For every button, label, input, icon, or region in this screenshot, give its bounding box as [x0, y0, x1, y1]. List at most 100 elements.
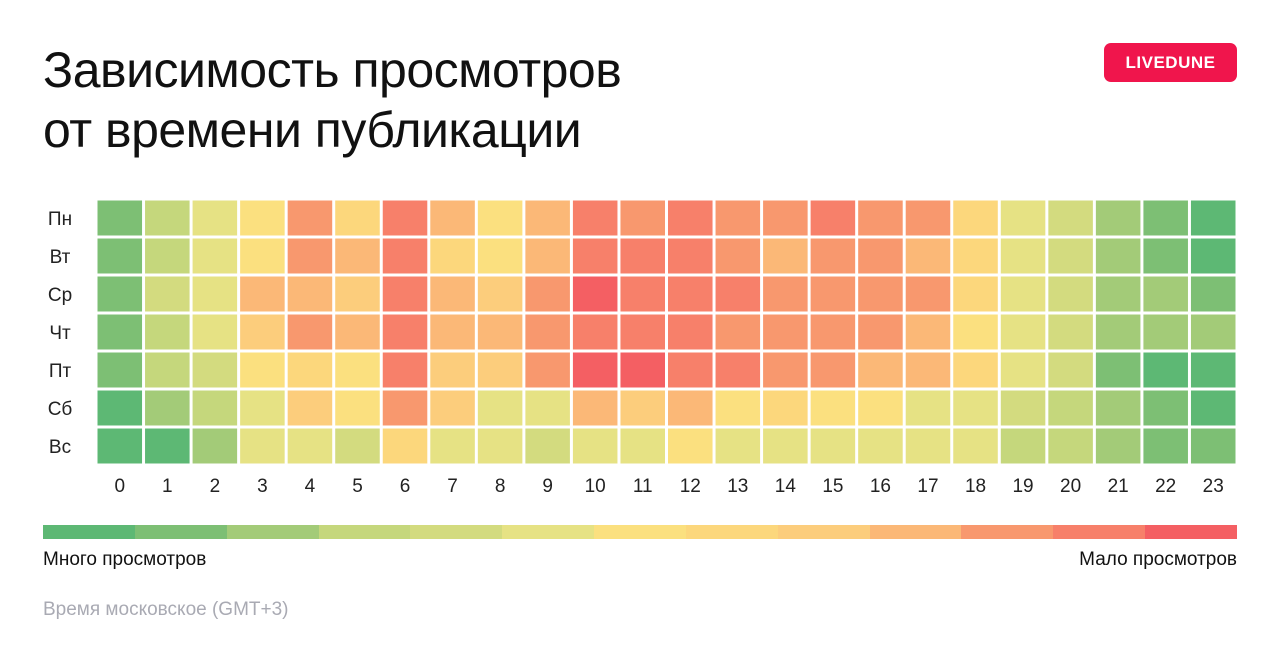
heatmap-cell — [382, 276, 428, 312]
heatmap-cell — [335, 238, 380, 274]
heatmap-cell — [430, 314, 475, 350]
legend-swatch — [594, 525, 686, 539]
heatmap-cell — [858, 238, 903, 274]
heatmap-cell — [287, 276, 333, 312]
hour-label: 18 — [965, 476, 986, 497]
hour-label: 20 — [1060, 476, 1081, 497]
heatmap-cell — [620, 238, 665, 274]
hour-label: 2 — [210, 476, 221, 497]
heatmap-cell — [858, 276, 903, 312]
heatmap-cell — [287, 390, 333, 426]
heatmap-cell — [525, 314, 570, 350]
hour-label: 11 — [633, 476, 653, 497]
heatmap-cell — [810, 200, 856, 236]
page-title: Зависимость просмотров от времени публика… — [43, 40, 622, 160]
heatmap-cell — [572, 276, 618, 312]
heatmap-cell — [145, 238, 190, 274]
heatmap-cell — [382, 428, 428, 464]
heatmap-cell — [1143, 200, 1188, 236]
heatmap-cell — [192, 276, 238, 312]
row-label: Вс — [49, 437, 71, 458]
heatmap-cell — [335, 352, 380, 388]
heatmap-cell — [1190, 314, 1236, 350]
heatmap-cell — [430, 428, 475, 464]
heatmap-cell — [1143, 352, 1188, 388]
heatmap-cell — [525, 238, 570, 274]
heatmap-cell — [1048, 390, 1093, 426]
heatmap-cell — [97, 390, 143, 426]
heatmap-cell — [477, 352, 523, 388]
heatmap-cell — [572, 352, 618, 388]
heatmap-cell — [240, 276, 285, 312]
heatmap-cell — [572, 390, 618, 426]
heatmap-cell — [1190, 200, 1236, 236]
heatmap-cell — [382, 314, 428, 350]
heatmap-cell — [953, 390, 998, 426]
heatmap-cell — [192, 428, 238, 464]
legend-swatch — [777, 525, 870, 539]
heatmap-cell — [240, 428, 285, 464]
heatmap-cell — [1143, 390, 1188, 426]
heatmap-cell — [1095, 238, 1141, 274]
hour-label: 22 — [1155, 476, 1176, 497]
heatmap-cell — [430, 276, 475, 312]
heatmap-cell — [1143, 428, 1188, 464]
heatmap-cell — [97, 238, 143, 274]
color-scale-legend — [43, 525, 1237, 539]
heatmap-cell — [1143, 276, 1188, 312]
hour-label: 15 — [822, 476, 843, 497]
heatmap-cell — [810, 352, 856, 388]
row-label: Вт — [50, 247, 71, 268]
heatmap-cell — [240, 200, 285, 236]
heatmap-cell — [858, 428, 903, 464]
legend-swatch — [685, 525, 778, 539]
heatmap-cell — [620, 352, 665, 388]
legend-swatch — [869, 525, 962, 539]
heatmap-cell — [668, 238, 713, 274]
heatmap-cell — [525, 200, 570, 236]
livedune-logo: LIVEDUNE — [1104, 43, 1237, 82]
heatmap-cell — [763, 428, 808, 464]
hour-label: 16 — [870, 476, 891, 497]
legend-swatch — [961, 525, 1054, 539]
heatmap-cell — [335, 314, 380, 350]
heatmap-cell — [668, 390, 713, 426]
heatmap-cell — [715, 352, 761, 388]
heatmap-cell — [1048, 352, 1093, 388]
heatmap-cell — [1143, 238, 1188, 274]
heatmap-cell — [335, 390, 380, 426]
heatmap-cell — [1048, 238, 1093, 274]
heatmap-cell — [477, 238, 523, 274]
hour-label: 3 — [257, 476, 268, 497]
row-label: Пн — [48, 209, 72, 230]
hour-label: 12 — [680, 476, 701, 497]
hour-label: 19 — [1012, 476, 1033, 497]
heatmap-cell — [477, 390, 523, 426]
legend-swatch — [1145, 525, 1237, 539]
legend-swatch — [502, 525, 595, 539]
heatmap-cell — [1190, 390, 1236, 426]
heatmap-cell — [240, 390, 285, 426]
heatmap-cell — [620, 276, 665, 312]
hour-label: 13 — [727, 476, 748, 497]
legend-swatch — [410, 525, 503, 539]
heatmap-cell — [525, 390, 570, 426]
heatmap-cell — [287, 238, 333, 274]
heatmap-cell — [668, 352, 713, 388]
heatmap-cell — [97, 314, 143, 350]
heatmap-cell — [1190, 238, 1236, 274]
heatmap-cell — [240, 352, 285, 388]
heatmap-cell — [477, 200, 523, 236]
heatmap-cell — [335, 276, 380, 312]
heatmap-cell — [192, 314, 238, 350]
heatmap-cell — [287, 314, 333, 350]
heatmap-cell — [240, 314, 285, 350]
heatmap-cell — [1095, 314, 1141, 350]
heatmap-cell — [620, 314, 665, 350]
heatmap-cell — [668, 200, 713, 236]
heatmap-cell — [525, 352, 570, 388]
heatmap-cell — [953, 200, 998, 236]
hour-label: 9 — [542, 476, 553, 497]
heatmap-cell — [382, 390, 428, 426]
